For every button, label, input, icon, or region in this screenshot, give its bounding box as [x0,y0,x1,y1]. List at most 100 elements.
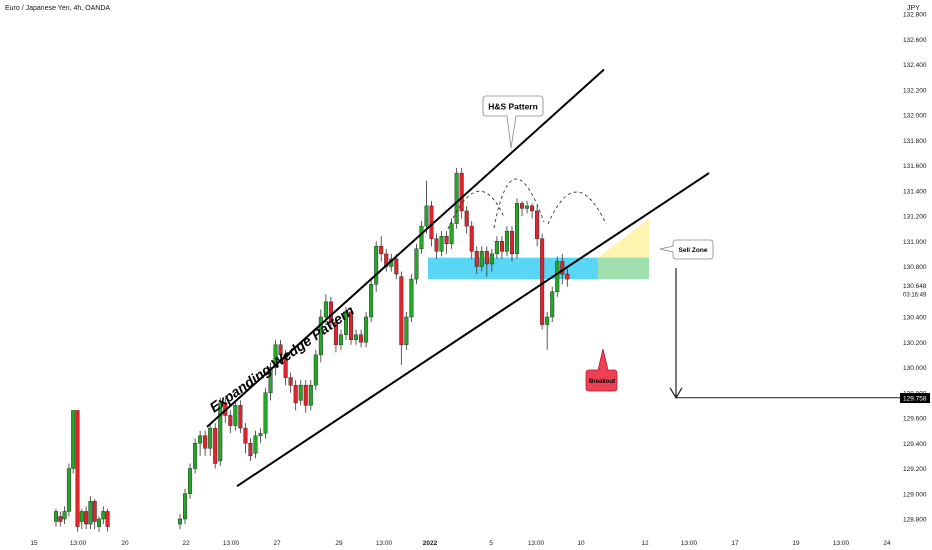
bull-candle [338,334,343,345]
bear-candle [530,205,535,212]
bull-candle [489,253,494,265]
bull-candle [454,172,459,224]
bull-candle [409,278,414,318]
bear-candle [349,311,354,340]
y-tick-label: 130.400 [903,315,927,322]
bear-candle [293,384,298,404]
bull-candle [188,468,193,494]
bull-candle [374,246,379,285]
bear-candle [213,427,218,464]
sell-zone-callout [659,239,714,260]
bull-candle [414,248,419,280]
bear-candle [379,246,384,255]
x-tick-label: 19 [792,540,800,547]
bear-candle [359,334,364,343]
bear-candle [444,235,449,244]
bull-candle [364,316,369,343]
bear-candle [469,225,474,252]
bull-candle [545,316,550,325]
bull-candle [550,291,555,318]
bear-candle [75,410,80,527]
bear-candle [560,261,565,275]
y-tick-label: 132.400 [903,62,927,69]
x-tick-label: 13:00 [376,540,393,547]
y-tick-label: 131.000 [903,239,927,246]
breakout-callout [585,348,618,392]
bear-candle [105,511,110,527]
bear-candle [243,427,248,444]
bull-candle [515,203,520,255]
bull-candle [208,427,213,449]
bull-candle [424,205,429,227]
bull-candle [323,301,328,318]
y-tick-label: 129.400 [903,441,927,448]
x-tick-label: 17 [731,540,739,547]
wedge-upper-line [206,68,605,428]
bear-candle [228,415,233,426]
x-tick-label: 5 [489,540,493,547]
bull-candle [198,435,203,444]
bull-candle [96,518,101,527]
bull-candle [183,493,188,520]
bear-candle [429,205,434,239]
wedge-label: Expanding Wedge Pattern [206,302,356,415]
bull-candle [419,225,424,250]
bull-candle [369,283,374,318]
x-tick-label: 13:00 [833,540,850,547]
target-price-label: 129.758 [903,396,927,403]
bear-candle [459,172,464,212]
bull-candle [525,205,530,209]
x-tick-label: 22 [182,540,190,547]
bull-candle [263,392,268,434]
bull-candle [494,241,499,255]
bear-candle [464,210,469,227]
sell-zone-lower [567,257,649,280]
bull-candle [101,511,106,520]
bull-candle [273,344,278,368]
bear-candle [399,276,404,345]
bear-candle [540,238,545,325]
bull-candle [258,432,263,436]
bear-candle [484,251,489,265]
bull-candle [54,511,59,522]
bull-candle [504,230,509,252]
hs-callout [482,95,544,149]
x-tick-label: 20 [121,540,129,547]
bear-candle [278,344,283,356]
bear-candle [92,501,97,522]
bear-candle [394,258,399,275]
bear-candle [434,238,439,252]
bull-candle [449,223,454,244]
x-tick-label: 13:00 [223,540,240,547]
y-tick-label: 129.000 [903,491,927,498]
x-tick-label: 13:00 [70,540,87,547]
x-tick-label: 13:00 [681,540,698,547]
bull-candle [404,316,409,345]
y-tick-label: 130.000 [903,365,927,372]
bear-candle [535,210,540,239]
sell-zone-label: Sell Zone [679,247,708,254]
y-tick-label: 130.800 [903,264,927,271]
bear-candle [84,511,89,525]
bull-candle [343,311,348,335]
bear-candle [58,516,63,522]
last-price-label: 130.648 [903,283,927,290]
bear-candle [238,405,243,429]
bull-candle [233,405,238,426]
bear-candle [288,377,293,386]
x-tick-label: 13:00 [528,540,545,547]
bear-candle [203,435,208,449]
hs-label: H&S Pattern [488,102,538,112]
x-tick-label: 29 [335,540,343,547]
y-tick-label: 131.400 [903,188,927,195]
bear-candle [303,384,308,406]
symbol-title: Euro / Japanese Yen, 4h, OANDA [5,5,111,12]
bear-candle [474,251,479,267]
bear-candle [499,241,504,252]
bull-candle [66,468,71,512]
bull-candle [313,354,318,386]
left-shoulder-arc [447,190,505,230]
y-tick-label: 132.200 [903,87,927,94]
bull-candle [268,367,273,393]
